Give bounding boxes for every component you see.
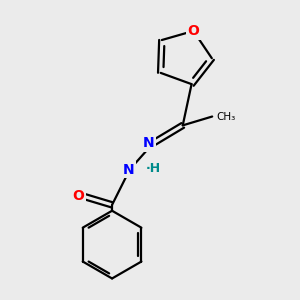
- Text: N: N: [143, 136, 155, 150]
- Text: CH₃: CH₃: [217, 112, 236, 122]
- Text: ·H: ·H: [146, 162, 161, 175]
- Text: N: N: [122, 163, 134, 176]
- Text: O: O: [72, 189, 84, 203]
- Text: O: O: [188, 24, 200, 38]
